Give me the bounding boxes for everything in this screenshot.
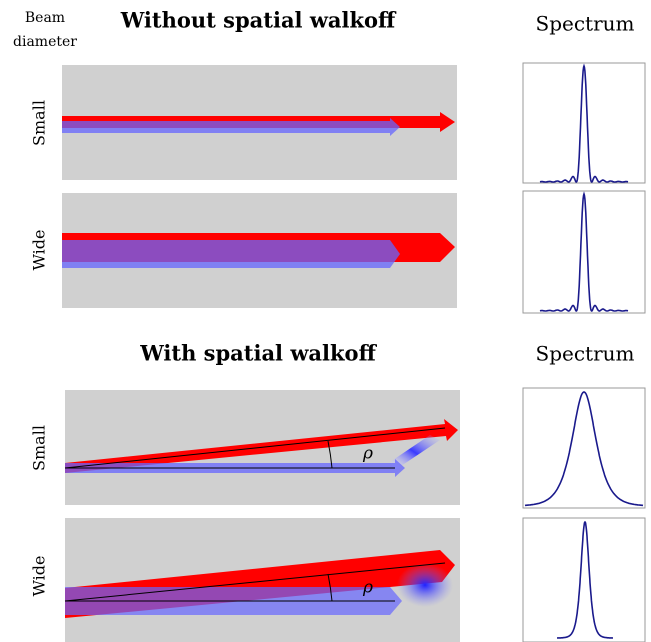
blue-beam [62, 118, 400, 136]
angle-label: ρ [362, 578, 373, 598]
spectrum-box [522, 387, 646, 509]
spectrum-box [522, 517, 646, 642]
spectrum-label: Spectrum [536, 12, 635, 36]
beam-label: diameter [13, 34, 77, 50]
section-title: With spatial walkoff [139, 341, 377, 366]
angle-label: ρ [362, 444, 373, 464]
axis-line [64, 427, 446, 469]
spectrum-box [522, 190, 646, 314]
walkoff-blur [397, 563, 453, 607]
red-beam [65, 419, 458, 473]
spectrum-curve [524, 391, 644, 507]
spectrum-curve [539, 191, 629, 312]
axis-line [64, 562, 446, 602]
spectrum-label: Spectrum [536, 342, 635, 366]
walkoff-blur [390, 435, 440, 470]
row-label: Wide [30, 556, 49, 597]
row-label: Small [30, 100, 49, 146]
angle-arc [327, 573, 333, 602]
angle-arc [327, 440, 333, 469]
spectrum-curve [557, 520, 613, 639]
blue-beam [62, 240, 400, 268]
beam-label: Beam [25, 10, 65, 26]
spectrum-curve [539, 63, 629, 183]
row-label: Small [30, 425, 49, 471]
section-title: Without spatial walkoff [120, 8, 397, 33]
spectrum-box [522, 62, 646, 184]
row-label: Wide [30, 230, 49, 271]
